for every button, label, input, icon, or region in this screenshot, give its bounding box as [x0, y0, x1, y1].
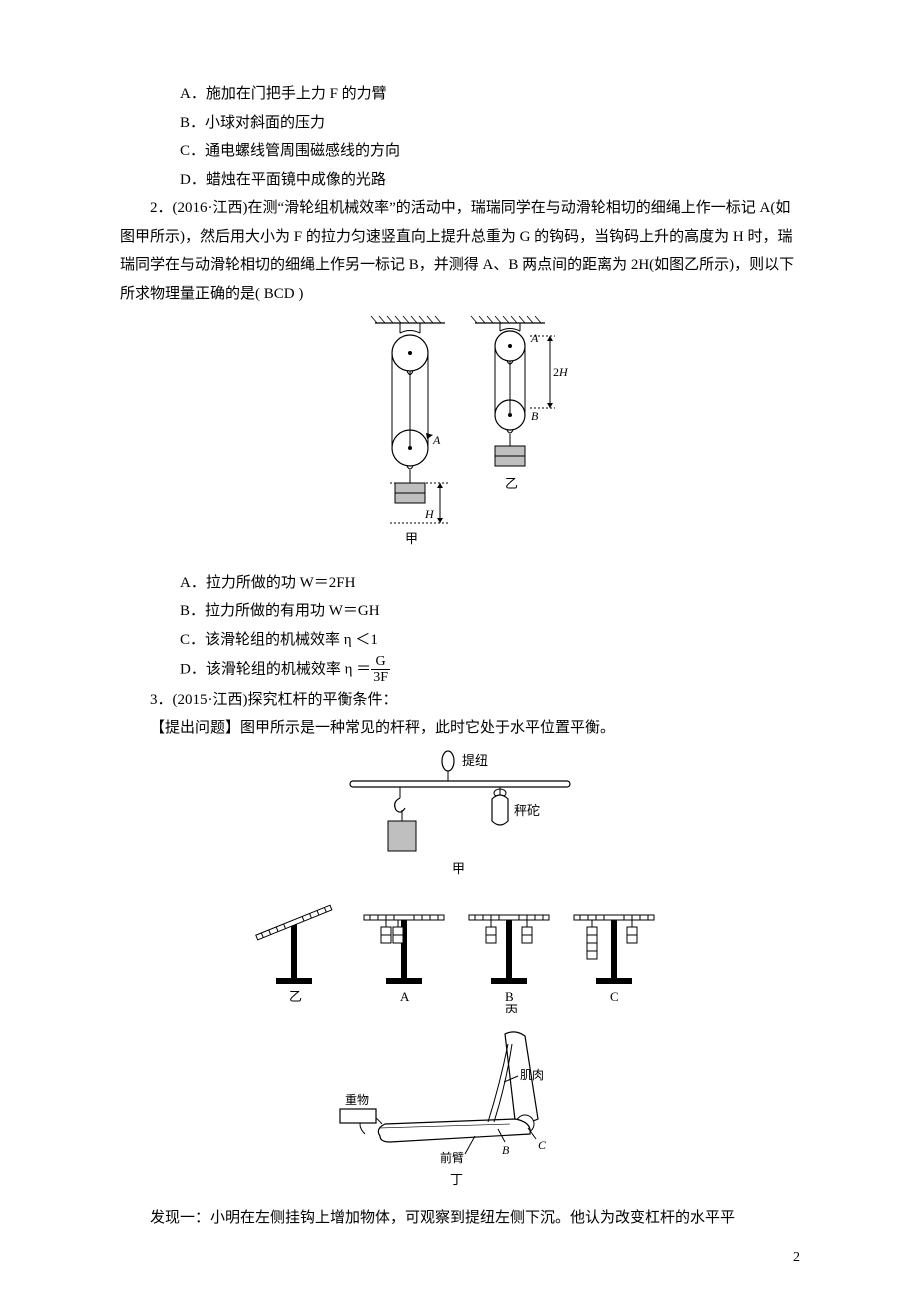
label-jia-caption: 甲 [452, 861, 465, 876]
page-root: A．施加在门把手上力 F 的力臂 B．小球对斜面的压力 C．通电螺线管周围磁感线… [0, 0, 920, 1302]
q3-figure-jia: 提纽 秤砣 甲 [120, 743, 800, 894]
label-B-right: B [531, 409, 539, 423]
label-jia: 甲 [405, 531, 418, 546]
fraction-G-3F: G3F [371, 654, 390, 686]
label-yi: 乙 [505, 476, 518, 491]
label-weight: 重物 [345, 1093, 369, 1107]
forearm-diagram: 重物 肌肉 前臂 B C 丁 [310, 1024, 610, 1194]
q2-opt-d: D．该滑轮组的机械效率 η ＝G3F [120, 654, 800, 686]
steelyard-diagram: 提纽 秤砣 甲 [310, 743, 610, 883]
label-muscle: 肌肉 [520, 1068, 544, 1082]
label-H: H [424, 507, 435, 521]
label-B-lever: B [505, 989, 514, 1004]
label-ti: 提纽 [462, 753, 488, 768]
q3-figure-bing: 乙 A [120, 893, 800, 1024]
pulley-diagram: A H 甲 [345, 308, 575, 558]
q2-opt-d-prefix: D．该滑轮组的机械效率 η ＝ [180, 661, 371, 677]
label-tuo: 秤砣 [514, 803, 540, 818]
q1-opt-b: B．小球对斜面的压力 [120, 109, 800, 138]
label-A-left: A [432, 433, 441, 447]
q2-opt-b: B．拉力所做的有用功 W＝GH [120, 597, 800, 626]
label-yi-lever: 乙 [289, 989, 302, 1004]
q3-prompt: 【提出问题】图甲所示是一种常见的杆秤，此时它处于水平位置平衡。 [120, 714, 800, 743]
q1-opt-c: C．通电螺线管周围磁感线的方向 [120, 137, 800, 166]
q3-stem: 3．(2015·江西)探究杠杆的平衡条件： [120, 686, 800, 715]
q1-opt-a: A．施加在门把手上力 F 的力臂 [120, 80, 800, 109]
label-2H: 2H [553, 365, 569, 379]
label-C-lever: C [610, 989, 619, 1004]
q1-opt-d: D．蜡烛在平面镜中成像的光路 [120, 166, 800, 195]
q2-opt-a: A．拉力所做的功 W＝2FH [120, 569, 800, 598]
label-A-lever: A [400, 989, 410, 1004]
q3-discovery: 发现一：小明在左侧挂钩上增加物体，可观察到提纽左侧下沉。他认为改变杠杆的水平平 [120, 1204, 800, 1233]
label-forearm: 前臂 [440, 1150, 464, 1165]
label-B-arm: B [502, 1143, 510, 1157]
page-number: 2 [793, 1245, 800, 1272]
label-A-right: A [530, 331, 539, 345]
lever-setups-diagram: 乙 A [250, 893, 670, 1013]
label-bing-caption: 丙 [505, 1003, 518, 1013]
label-ding-caption: 丁 [450, 1172, 463, 1187]
q3-figure-ding: 重物 肌肉 前臂 B C 丁 [120, 1024, 800, 1205]
q2-figure: A H 甲 [120, 308, 800, 569]
q2-stem: 2．(2016·江西)在测“滑轮组机械效率”的活动中，瑞瑞同学在与动滑轮相切的细… [120, 194, 800, 308]
label-C-arm: C [538, 1138, 547, 1152]
q2-opt-c: C．该滑轮组的机械效率 η ＜1 [120, 626, 800, 655]
